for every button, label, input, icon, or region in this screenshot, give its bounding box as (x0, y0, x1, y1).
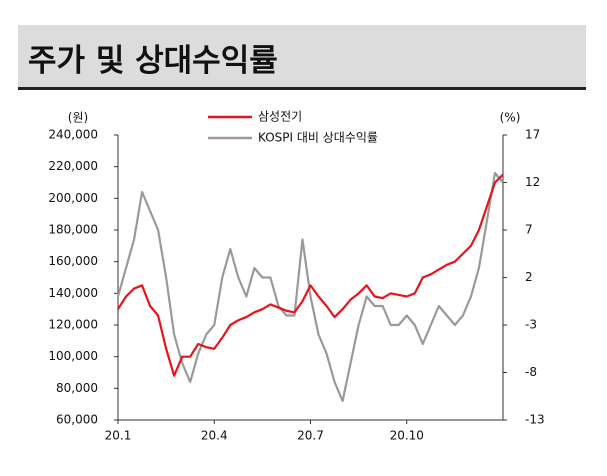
y-tick-label: 100,000 (48, 349, 98, 363)
y-tick-label: 200,000 (48, 191, 98, 205)
y-tick-label: 160,000 (48, 254, 98, 268)
series-line (116, 171, 504, 403)
y2-tick-label: 12 (525, 175, 540, 189)
y2-tick-label: -13 (525, 413, 545, 427)
y2-tick-label: 7 (525, 223, 533, 237)
x-tick-label: 20.1 (105, 429, 132, 443)
y-tick-label: 80,000 (56, 381, 98, 395)
y-tick-label: 60,000 (56, 413, 98, 427)
x-tick-label: 20.4 (201, 429, 228, 443)
title: 주가 및 상대수익률 (28, 43, 278, 79)
series-line (117, 173, 504, 377)
y2-tick-label: 2 (525, 270, 533, 284)
y-tick-label: 140,000 (48, 286, 98, 300)
y2-tick-label: 17 (525, 128, 540, 142)
y2-tick-label: -3 (525, 318, 537, 332)
x-tick-label: 20.10 (390, 429, 424, 443)
x-tick-label: 20.7 (297, 429, 324, 443)
y-tick-label: 240,000 (48, 128, 98, 142)
legend-label: KOSPI 대비 상대수익률 (258, 131, 378, 145)
y2-tick-label: -8 (525, 365, 537, 379)
y2-unit: (%) (500, 111, 521, 125)
header: 주가 및 상대수익률 (18, 25, 586, 90)
y-tick-label: 120,000 (48, 318, 98, 332)
y-unit: (원) (68, 111, 88, 125)
legend-label: 삼성전기 (258, 110, 302, 124)
y-tick-label: 220,000 (48, 159, 98, 173)
y-tick-label: 180,000 (48, 223, 98, 237)
